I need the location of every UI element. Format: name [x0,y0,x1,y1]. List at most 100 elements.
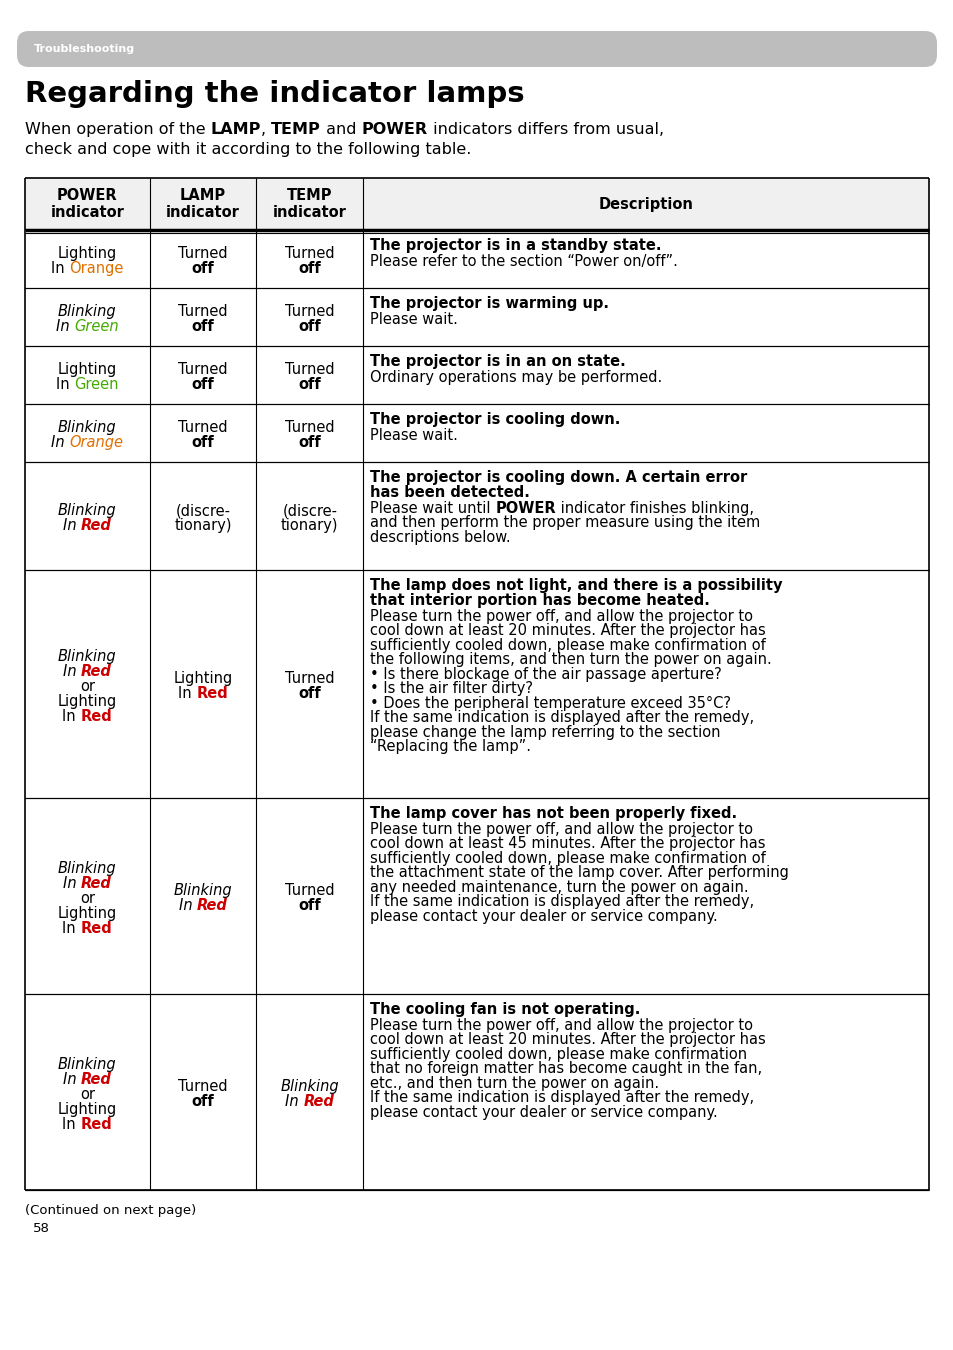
Text: In: In [63,518,81,533]
Text: In: In [178,686,196,701]
Text: Please turn the power off, and allow the projector to: Please turn the power off, and allow the… [370,822,752,837]
Text: In: In [51,262,70,277]
Text: If the same indication is displayed after the remedy,: If the same indication is displayed afte… [370,710,754,725]
Text: In: In [178,898,196,913]
Text: has been detected.: has been detected. [370,485,530,500]
Text: indicator finishes blinking,: indicator finishes blinking, [556,501,753,516]
Text: Turned: Turned [178,362,228,378]
Text: Red: Red [81,1072,112,1087]
Text: The projector is warming up.: The projector is warming up. [370,296,608,310]
Text: Lighting: Lighting [58,362,117,378]
Text: (discre-: (discre- [282,504,337,518]
Text: Please refer to the section “Power on/off”.: Please refer to the section “Power on/of… [370,254,678,269]
Text: In: In [62,1116,81,1131]
Text: Turned: Turned [285,362,335,378]
Text: LAMP
indicator: LAMP indicator [166,188,240,220]
Text: Green: Green [74,319,119,335]
Text: off: off [192,377,214,393]
Text: Red: Red [303,1095,334,1110]
Text: Please wait.: Please wait. [370,312,457,327]
Text: off: off [298,262,321,277]
Text: • Does the peripheral temperature exceed 35°C?: • Does the peripheral temperature exceed… [370,695,730,711]
Text: the following items, and then turn the power on again.: the following items, and then turn the p… [370,652,771,667]
Text: In: In [51,435,70,451]
Text: In: In [62,709,81,724]
Text: In: In [285,1095,303,1110]
Text: off: off [298,319,321,335]
Text: and then perform the proper measure using the item: and then perform the proper measure usin… [370,516,760,531]
Text: sufficiently cooled down, please make confirmation of: sufficiently cooled down, please make co… [370,637,765,653]
Text: Turned: Turned [178,304,228,320]
Text: that interior portion has become heated.: that interior portion has become heated. [370,593,709,608]
Text: Turned: Turned [285,304,335,320]
Text: any needed maintenance, turn the power on again.: any needed maintenance, turn the power o… [370,880,748,895]
Text: Red: Red [81,1116,112,1131]
Text: Regarding the indicator lamps: Regarding the indicator lamps [25,80,524,108]
Text: Red: Red [196,686,228,701]
Text: The projector is in an on state.: The projector is in an on state. [370,354,625,369]
Text: Blinking: Blinking [58,649,116,664]
Text: Ordinary operations may be performed.: Ordinary operations may be performed. [370,370,661,385]
Text: etc., and then turn the power on again.: etc., and then turn the power on again. [370,1076,659,1091]
Text: The lamp does not light, and there is a possibility: The lamp does not light, and there is a … [370,578,781,593]
Text: The projector is cooling down.: The projector is cooling down. [370,412,619,427]
Text: POWER: POWER [361,122,428,136]
Text: The projector is in a standby state.: The projector is in a standby state. [370,238,660,252]
Text: please contact your dealer or service company.: please contact your dealer or service co… [370,909,717,923]
Text: In: In [56,377,74,393]
Text: Lighting: Lighting [173,671,233,686]
Text: Blinking: Blinking [58,420,116,435]
Text: Blinking: Blinking [58,504,116,518]
Text: descriptions below.: descriptions below. [370,529,510,545]
Bar [25,178,928,230]
Text: off: off [298,686,321,701]
Text: off: off [298,377,321,393]
Text: Orange: Orange [70,435,123,451]
Text: Please turn the power off, and allow the projector to: Please turn the power off, and allow the… [370,609,752,624]
Text: “Replacing the lamp”.: “Replacing the lamp”. [370,740,531,755]
Text: sufficiently cooled down, please make confirmation of: sufficiently cooled down, please make co… [370,850,765,865]
Text: If the same indication is displayed after the remedy,: If the same indication is displayed afte… [370,1091,754,1106]
Text: Turned: Turned [178,1080,228,1095]
Text: off: off [192,435,214,451]
FancyBboxPatch shape [17,31,936,68]
Text: TEMP
indicator: TEMP indicator [273,188,346,220]
Text: off: off [192,1095,214,1110]
Text: Orange: Orange [70,262,124,277]
Text: the attachment state of the lamp cover. After performing: the attachment state of the lamp cover. … [370,865,788,880]
Text: off: off [192,262,214,277]
Text: If the same indication is displayed after the remedy,: If the same indication is displayed afte… [370,894,754,910]
Text: Red: Red [196,898,228,913]
Text: Turned: Turned [285,420,335,435]
Text: Red: Red [81,664,112,679]
Text: Red: Red [81,876,112,891]
Text: Green: Green [74,377,118,393]
Text: Blinking: Blinking [280,1080,338,1095]
Text: please change the lamp referring to the section: please change the lamp referring to the … [370,725,720,740]
Text: Turned: Turned [178,246,228,262]
Text: or: or [80,1087,94,1102]
Text: Lighting: Lighting [58,906,117,921]
Text: Please wait.: Please wait. [370,428,457,443]
Text: tionary): tionary) [174,518,232,533]
Text: In: In [63,664,81,679]
Text: In: In [63,876,81,891]
Text: Blinking: Blinking [173,883,233,898]
Text: 58: 58 [33,1222,50,1235]
Text: indicators differs from usual,: indicators differs from usual, [428,122,663,136]
Text: Turned: Turned [285,671,335,686]
Text: Red: Red [81,709,112,724]
Text: ,: , [261,122,271,136]
Text: Description: Description [598,197,693,212]
Text: • Is there blockage of the air passage aperture?: • Is there blockage of the air passage a… [370,667,721,682]
Text: POWER: POWER [495,501,556,516]
Text: POWER
indicator: POWER indicator [51,188,124,220]
Text: In: In [56,319,74,335]
Text: Lighting: Lighting [58,246,117,262]
Text: off: off [298,898,321,913]
Text: When operation of the: When operation of the [25,122,211,136]
Text: The cooling fan is not operating.: The cooling fan is not operating. [370,1002,639,1017]
Text: Red: Red [81,518,112,533]
Text: cool down at least 20 minutes. After the projector has: cool down at least 20 minutes. After the… [370,624,765,639]
Text: Lighting: Lighting [58,694,117,709]
